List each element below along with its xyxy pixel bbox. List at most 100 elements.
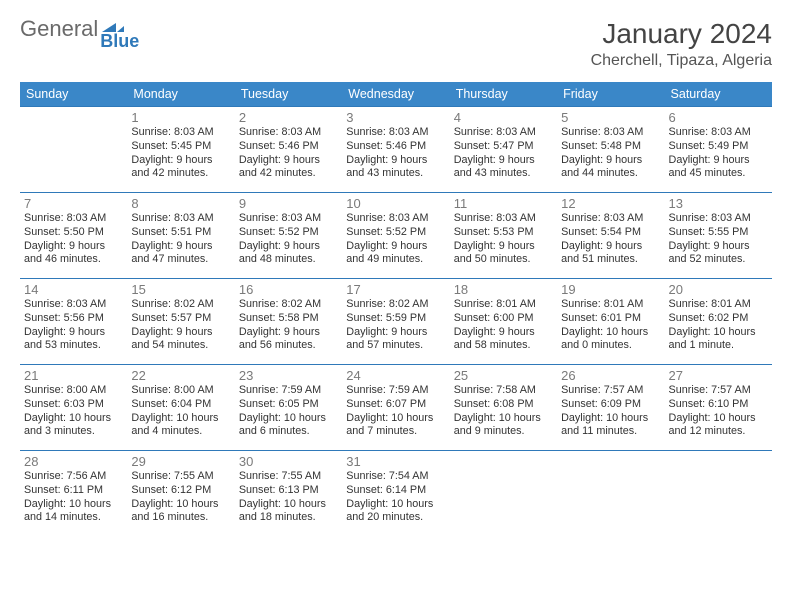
day-info: Sunrise: 8:03 AMSunset: 5:45 PMDaylight:… [131, 126, 230, 181]
day-number: 28 [24, 454, 123, 469]
day-number: 24 [346, 368, 445, 383]
calendar-cell: 5Sunrise: 8:03 AMSunset: 5:48 PMDaylight… [557, 107, 664, 193]
day-info: Sunrise: 8:00 AMSunset: 6:03 PMDaylight:… [24, 384, 123, 439]
day-number: 31 [346, 454, 445, 469]
day-info: Sunrise: 8:03 AMSunset: 5:51 PMDaylight:… [131, 212, 230, 267]
calendar-row: 14Sunrise: 8:03 AMSunset: 5:56 PMDayligh… [20, 279, 772, 365]
day-number: 1 [131, 110, 230, 125]
calendar-cell: 14Sunrise: 8:03 AMSunset: 5:56 PMDayligh… [20, 279, 127, 365]
calendar-cell: 22Sunrise: 8:00 AMSunset: 6:04 PMDayligh… [127, 365, 234, 451]
calendar-cell: 13Sunrise: 8:03 AMSunset: 5:55 PMDayligh… [665, 193, 772, 279]
calendar-cell [450, 451, 557, 537]
calendar-cell [557, 451, 664, 537]
calendar-cell: 23Sunrise: 7:59 AMSunset: 6:05 PMDayligh… [235, 365, 342, 451]
day-number: 8 [131, 196, 230, 211]
day-number: 29 [131, 454, 230, 469]
day-info: Sunrise: 8:01 AMSunset: 6:02 PMDaylight:… [669, 298, 768, 353]
day-info: Sunrise: 8:03 AMSunset: 5:46 PMDaylight:… [239, 126, 338, 181]
day-header: Monday [127, 82, 234, 107]
day-info: Sunrise: 8:03 AMSunset: 5:53 PMDaylight:… [454, 212, 553, 267]
day-number: 17 [346, 282, 445, 297]
calendar-cell [20, 107, 127, 193]
calendar-cell: 2Sunrise: 8:03 AMSunset: 5:46 PMDaylight… [235, 107, 342, 193]
day-info: Sunrise: 8:00 AMSunset: 6:04 PMDaylight:… [131, 384, 230, 439]
day-number: 6 [669, 110, 768, 125]
day-info: Sunrise: 8:03 AMSunset: 5:55 PMDaylight:… [669, 212, 768, 267]
day-number: 26 [561, 368, 660, 383]
calendar-cell: 17Sunrise: 8:02 AMSunset: 5:59 PMDayligh… [342, 279, 449, 365]
day-info: Sunrise: 8:03 AMSunset: 5:48 PMDaylight:… [561, 126, 660, 181]
day-number: 22 [131, 368, 230, 383]
day-number: 16 [239, 282, 338, 297]
page-title: January 2024 [591, 18, 772, 50]
day-number: 5 [561, 110, 660, 125]
location-text: Cherchell, Tipaza, Algeria [591, 52, 772, 70]
calendar-cell: 24Sunrise: 7:59 AMSunset: 6:07 PMDayligh… [342, 365, 449, 451]
day-info: Sunrise: 8:03 AMSunset: 5:50 PMDaylight:… [24, 212, 123, 267]
day-number: 10 [346, 196, 445, 211]
calendar-cell: 4Sunrise: 8:03 AMSunset: 5:47 PMDaylight… [450, 107, 557, 193]
day-number: 21 [24, 368, 123, 383]
calendar-row: 21Sunrise: 8:00 AMSunset: 6:03 PMDayligh… [20, 365, 772, 451]
day-header: Saturday [665, 82, 772, 107]
day-info: Sunrise: 8:03 AMSunset: 5:52 PMDaylight:… [346, 212, 445, 267]
calendar-cell: 16Sunrise: 8:02 AMSunset: 5:58 PMDayligh… [235, 279, 342, 365]
day-info: Sunrise: 7:59 AMSunset: 6:05 PMDaylight:… [239, 384, 338, 439]
calendar-cell: 3Sunrise: 8:03 AMSunset: 5:46 PMDaylight… [342, 107, 449, 193]
day-info: Sunrise: 8:02 AMSunset: 5:57 PMDaylight:… [131, 298, 230, 353]
calendar-cell: 9Sunrise: 8:03 AMSunset: 5:52 PMDaylight… [235, 193, 342, 279]
calendar-table: SundayMondayTuesdayWednesdayThursdayFrid… [20, 82, 772, 537]
calendar-cell: 30Sunrise: 7:55 AMSunset: 6:13 PMDayligh… [235, 451, 342, 537]
day-number: 20 [669, 282, 768, 297]
title-block: January 2024 Cherchell, Tipaza, Algeria [591, 18, 772, 70]
day-info: Sunrise: 7:54 AMSunset: 6:14 PMDaylight:… [346, 470, 445, 525]
day-header: Tuesday [235, 82, 342, 107]
logo-word1: General [20, 18, 98, 40]
calendar-cell: 18Sunrise: 8:01 AMSunset: 6:00 PMDayligh… [450, 279, 557, 365]
calendar-cell: 1Sunrise: 8:03 AMSunset: 5:45 PMDaylight… [127, 107, 234, 193]
day-info: Sunrise: 8:03 AMSunset: 5:56 PMDaylight:… [24, 298, 123, 353]
calendar-cell: 21Sunrise: 8:00 AMSunset: 6:03 PMDayligh… [20, 365, 127, 451]
calendar-cell: 8Sunrise: 8:03 AMSunset: 5:51 PMDaylight… [127, 193, 234, 279]
day-number: 18 [454, 282, 553, 297]
day-info: Sunrise: 7:55 AMSunset: 6:12 PMDaylight:… [131, 470, 230, 525]
day-number: 4 [454, 110, 553, 125]
calendar-cell: 12Sunrise: 8:03 AMSunset: 5:54 PMDayligh… [557, 193, 664, 279]
day-info: Sunrise: 8:02 AMSunset: 5:58 PMDaylight:… [239, 298, 338, 353]
logo-word2: Blue [100, 34, 139, 49]
header: General Blue January 2024 Cherchell, Tip… [20, 18, 772, 70]
day-number: 27 [669, 368, 768, 383]
day-number: 3 [346, 110, 445, 125]
day-number: 13 [669, 196, 768, 211]
day-number: 11 [454, 196, 553, 211]
day-number: 9 [239, 196, 338, 211]
calendar-row: 1Sunrise: 8:03 AMSunset: 5:45 PMDaylight… [20, 107, 772, 193]
day-number: 15 [131, 282, 230, 297]
day-info: Sunrise: 7:57 AMSunset: 6:09 PMDaylight:… [561, 384, 660, 439]
calendar-cell: 28Sunrise: 7:56 AMSunset: 6:11 PMDayligh… [20, 451, 127, 537]
calendar-cell: 15Sunrise: 8:02 AMSunset: 5:57 PMDayligh… [127, 279, 234, 365]
day-number: 19 [561, 282, 660, 297]
day-info: Sunrise: 8:03 AMSunset: 5:52 PMDaylight:… [239, 212, 338, 267]
calendar-cell: 6Sunrise: 8:03 AMSunset: 5:49 PMDaylight… [665, 107, 772, 193]
logo-stack: Blue [100, 20, 139, 49]
day-info: Sunrise: 7:58 AMSunset: 6:08 PMDaylight:… [454, 384, 553, 439]
logo: General Blue [20, 18, 139, 47]
day-info: Sunrise: 8:03 AMSunset: 5:49 PMDaylight:… [669, 126, 768, 181]
calendar-cell: 29Sunrise: 7:55 AMSunset: 6:12 PMDayligh… [127, 451, 234, 537]
day-info: Sunrise: 7:57 AMSunset: 6:10 PMDaylight:… [669, 384, 768, 439]
day-info: Sunrise: 8:01 AMSunset: 6:00 PMDaylight:… [454, 298, 553, 353]
day-info: Sunrise: 8:03 AMSunset: 5:47 PMDaylight:… [454, 126, 553, 181]
day-info: Sunrise: 8:03 AMSunset: 5:46 PMDaylight:… [346, 126, 445, 181]
calendar-cell: 10Sunrise: 8:03 AMSunset: 5:52 PMDayligh… [342, 193, 449, 279]
calendar-cell: 20Sunrise: 8:01 AMSunset: 6:02 PMDayligh… [665, 279, 772, 365]
day-info: Sunrise: 7:59 AMSunset: 6:07 PMDaylight:… [346, 384, 445, 439]
day-info: Sunrise: 7:55 AMSunset: 6:13 PMDaylight:… [239, 470, 338, 525]
day-header: Friday [557, 82, 664, 107]
calendar-cell: 25Sunrise: 7:58 AMSunset: 6:08 PMDayligh… [450, 365, 557, 451]
day-info: Sunrise: 8:03 AMSunset: 5:54 PMDaylight:… [561, 212, 660, 267]
calendar-cell [665, 451, 772, 537]
day-header: Sunday [20, 82, 127, 107]
day-number: 2 [239, 110, 338, 125]
day-info: Sunrise: 8:02 AMSunset: 5:59 PMDaylight:… [346, 298, 445, 353]
